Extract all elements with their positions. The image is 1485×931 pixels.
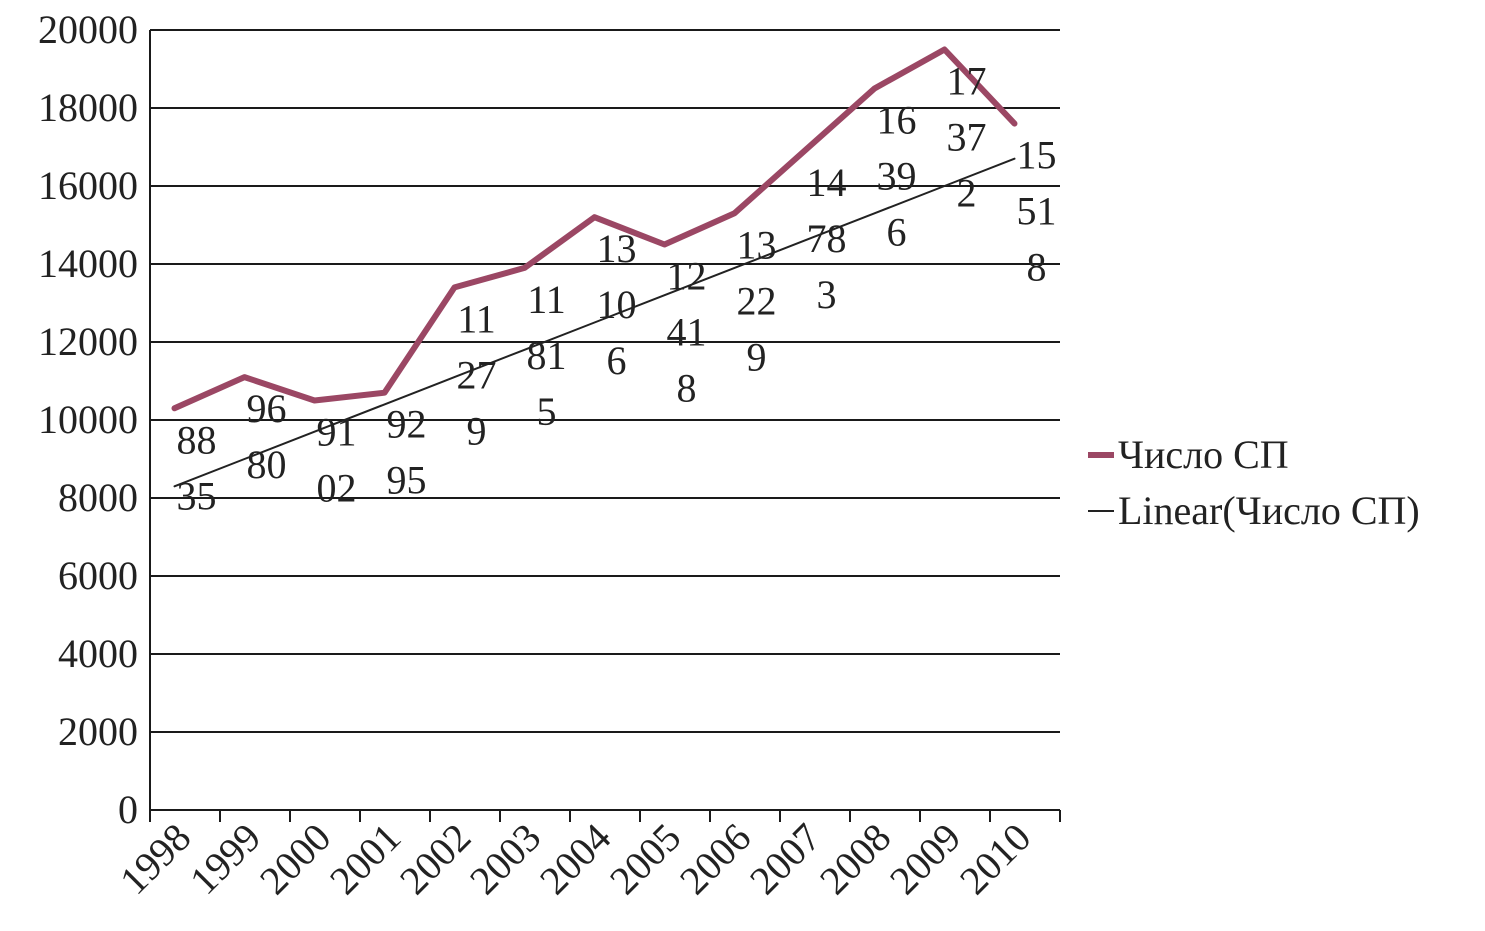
legend: Число СП Linear(Число СП): [1088, 432, 1420, 533]
x-tick-label: 1999: [181, 815, 269, 903]
data-label: 9: [747, 334, 767, 379]
data-label: 91: [317, 410, 357, 455]
data-label: 41: [667, 310, 707, 355]
legend-label: Linear(Число СП): [1118, 488, 1420, 533]
data-label: 10: [597, 282, 637, 327]
y-tick-label: 0: [118, 787, 138, 832]
legend-label: Число СП: [1118, 432, 1289, 477]
gridlines: [150, 29, 1060, 733]
y-tick-label: 2000: [58, 709, 138, 754]
y-tick-label: 8000: [58, 475, 138, 520]
data-label: 8: [1027, 245, 1047, 290]
data-label: 3: [817, 272, 837, 317]
data-label: 13: [597, 226, 637, 271]
x-tick-label: 2009: [881, 815, 969, 903]
x-tick-label: 2003: [461, 815, 549, 903]
y-tick-label: 6000: [58, 553, 138, 598]
data-label: 11: [457, 296, 496, 341]
data-label: 15: [1017, 133, 1057, 178]
data-label: 02: [317, 466, 357, 511]
y-tick-label: 20000: [38, 7, 138, 52]
data-label: 11: [527, 277, 566, 322]
data-label: 88: [177, 417, 217, 462]
data-label: 81: [527, 333, 567, 378]
data-label: 14: [807, 160, 847, 205]
data-label: 6: [607, 338, 627, 383]
data-label: 9: [467, 408, 487, 453]
data-label: 95: [387, 458, 427, 503]
y-tick-label: 4000: [58, 631, 138, 676]
x-tick-label: 2006: [671, 815, 759, 903]
trendline: [173, 157, 1016, 488]
data-labels: 8835968091029295112791181513106124181322…: [177, 59, 1057, 519]
x-tick-label: 2008: [811, 815, 899, 903]
data-label: 78: [807, 216, 847, 261]
data-label: 8: [677, 366, 697, 411]
data-label: 5: [537, 389, 557, 434]
data-label: 22: [737, 278, 777, 323]
y-tick-label: 14000: [38, 241, 138, 286]
data-label: 92: [387, 402, 427, 447]
x-tick-labels: 1998199920002001200220032004200520062007…: [111, 815, 1039, 903]
y-tick-labels: 0 2000 4000 6000 8000 10000 12000 14000 16000 180…: [38, 7, 138, 832]
y-tick-label: 18000: [38, 85, 138, 130]
x-tick-label: 2002: [391, 815, 479, 903]
y-tick-label: 16000: [38, 163, 138, 208]
data-label: 37: [947, 115, 987, 160]
data-label: 35: [177, 473, 217, 518]
data-label: 51: [1017, 189, 1057, 234]
data-label: 13: [737, 222, 777, 267]
y-tick-label: 10000: [38, 397, 138, 442]
data-label: 16: [877, 98, 917, 143]
x-tick-label: 2004: [531, 815, 619, 903]
data-label: 96: [247, 386, 287, 431]
data-label: 17: [947, 59, 987, 104]
x-tick-label: 2000: [251, 815, 339, 903]
x-tick-label: 2001: [321, 815, 409, 903]
series-lines: [171, 46, 1018, 488]
series-line-main: [171, 46, 1018, 412]
data-label: 12: [667, 254, 707, 299]
data-label: 27: [457, 352, 497, 397]
x-tick-label: 2010: [951, 815, 1039, 903]
axes: [149, 30, 1061, 822]
x-tick-label: 2005: [601, 815, 689, 903]
y-tick-label: 12000: [38, 319, 138, 364]
data-label: 80: [247, 442, 287, 487]
data-label: 39: [877, 154, 917, 199]
x-tick-label: 2007: [741, 815, 829, 903]
data-label: 6: [887, 210, 907, 255]
data-label: 2: [957, 171, 977, 216]
